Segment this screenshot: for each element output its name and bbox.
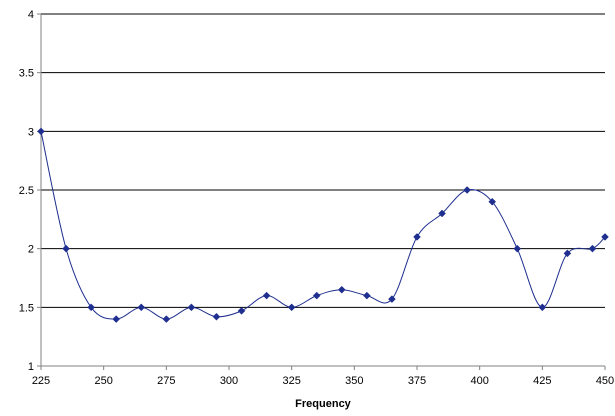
series-layer	[40, 131, 606, 320]
axes	[37, 13, 606, 370]
data-point-marker	[563, 249, 572, 258]
y-tick-label: 3.5	[19, 68, 34, 80]
x-axis-title: Frequency	[295, 398, 352, 410]
data-point-marker	[187, 303, 196, 312]
gridlines	[41, 13, 605, 367]
y-tick-label: 1	[28, 361, 34, 373]
data-point-marker	[262, 291, 271, 300]
data-point-marker	[237, 306, 246, 315]
data-point-marker	[112, 315, 121, 323]
data-point-marker	[287, 303, 296, 312]
y-tick-label: 1.5	[19, 302, 34, 314]
x-tick-label: 375	[408, 375, 426, 387]
data-point-marker	[37, 127, 45, 136]
data-point-marker	[488, 197, 497, 206]
data-point-marker	[312, 291, 321, 300]
x-tick-label: 275	[157, 375, 175, 387]
y-tick-label: 4	[28, 9, 34, 21]
data-point-marker	[413, 233, 421, 241]
x-tick-label: 250	[94, 375, 112, 387]
x-tick-label: 325	[282, 375, 300, 387]
data-point-marker	[162, 315, 171, 323]
tick-labels: 1 1.5 2 2.5 3 3.5 4 225 250 275 300 325 350 375 400 425…	[19, 9, 614, 387]
x-tick-label: 350	[345, 375, 363, 387]
data-point-marker	[601, 233, 609, 241]
data-point-marker	[137, 303, 146, 312]
x-tick-label: 450	[596, 375, 614, 387]
data-point-marker	[212, 312, 221, 321]
data-point-marker	[463, 186, 471, 194]
x-tick-label: 425	[533, 375, 551, 387]
data-point-marker	[588, 244, 597, 253]
data-point-marker	[87, 303, 95, 312]
data-point-marker	[388, 295, 396, 303]
y-tick-label: 3	[28, 126, 34, 138]
data-point-marker	[513, 244, 522, 253]
data-point-marker	[62, 244, 70, 253]
data-point-marker	[363, 291, 371, 300]
x-tick-label: 400	[470, 375, 488, 387]
data-point-marker	[438, 209, 446, 218]
x-tick-label: 300	[220, 375, 238, 387]
y-tick-label: 2	[28, 244, 34, 256]
marker-layer	[37, 127, 609, 323]
y-tick-label: 2.5	[19, 185, 34, 197]
data-point-marker	[337, 285, 346, 294]
series-line	[40, 131, 606, 320]
x-tick-label: 225	[32, 375, 50, 387]
data-point-marker	[538, 303, 547, 312]
